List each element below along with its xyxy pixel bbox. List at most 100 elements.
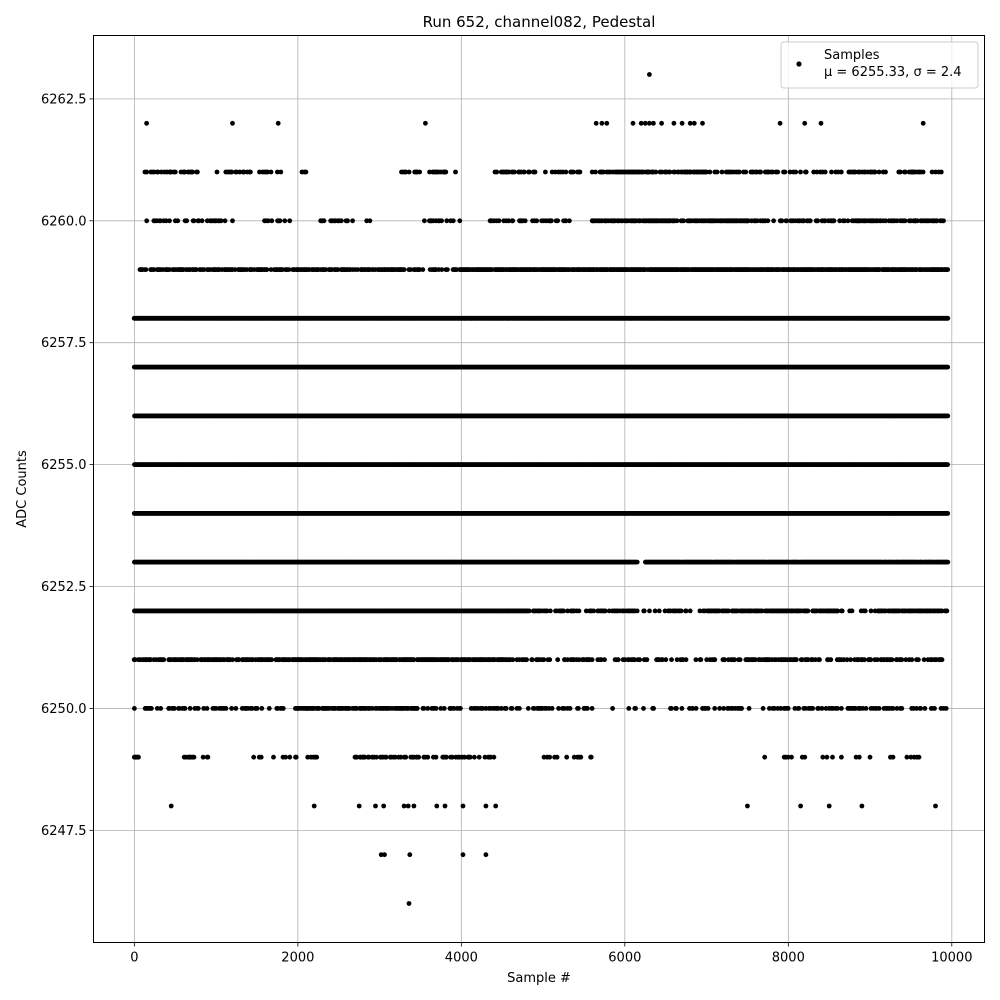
data-point (417, 169, 422, 175)
data-point (714, 169, 720, 175)
data-point (883, 169, 888, 175)
data-point (248, 169, 253, 175)
data-point (229, 169, 235, 175)
data-point (743, 169, 749, 175)
data-point (350, 218, 355, 224)
data-point (190, 169, 195, 175)
data-points (131, 72, 951, 906)
data-point (230, 218, 235, 224)
data-point (934, 218, 940, 224)
data-point (355, 267, 360, 272)
data-point (577, 169, 583, 175)
data-point (443, 169, 449, 175)
data-point (945, 315, 951, 321)
data-point (241, 169, 247, 175)
data-point (144, 218, 150, 224)
data-point (667, 169, 673, 175)
data-point (265, 218, 271, 224)
data-point (401, 267, 407, 272)
data-point (798, 169, 803, 175)
data-point (920, 169, 926, 175)
data-point (264, 267, 270, 272)
data-point (902, 218, 908, 224)
data-point (902, 169, 908, 175)
data-point (439, 267, 445, 272)
data-point (779, 218, 785, 224)
data-point (876, 169, 882, 175)
data-point (199, 218, 205, 224)
data-point (681, 218, 687, 224)
data-point (736, 169, 742, 175)
data-point (155, 169, 161, 175)
data-point (674, 218, 680, 224)
data-point (570, 169, 576, 175)
data-point (191, 218, 197, 224)
data-point (815, 218, 821, 224)
data-point (345, 218, 350, 224)
data-point (420, 267, 426, 272)
data-point (945, 267, 951, 272)
data-point (601, 169, 606, 175)
data-point (494, 169, 500, 175)
data-point (287, 218, 293, 224)
data-point (837, 218, 843, 224)
data-point (653, 169, 659, 175)
data-point (303, 169, 309, 175)
data-point (175, 218, 181, 224)
data-point (787, 169, 793, 175)
data-point (237, 169, 243, 175)
data-point (282, 218, 288, 224)
data-point (567, 218, 572, 224)
data-point (897, 169, 903, 175)
data-point (222, 218, 228, 224)
data-point (201, 267, 207, 272)
data-point (143, 267, 149, 272)
data-point (450, 218, 456, 224)
data-point (408, 267, 414, 272)
data-point (589, 169, 595, 175)
data-point (445, 267, 450, 272)
data-point (277, 218, 283, 224)
data-point (945, 413, 951, 419)
data-point (945, 364, 951, 370)
data-point (522, 218, 528, 224)
data-point (321, 218, 327, 224)
data-point (439, 218, 444, 224)
data-point (534, 218, 540, 224)
data-point (842, 218, 847, 224)
data-point (286, 267, 292, 272)
data-point (771, 218, 776, 224)
data-point (194, 267, 199, 272)
data-point (719, 169, 725, 175)
data-point (793, 169, 799, 175)
data-point (269, 218, 275, 224)
data-point (265, 169, 270, 175)
data-point (707, 169, 713, 175)
data-point (532, 169, 538, 175)
data-point (563, 218, 569, 224)
data-point (775, 169, 781, 175)
data-point (872, 169, 878, 175)
data-point (510, 218, 516, 224)
data-point (814, 169, 820, 175)
data-point (422, 218, 427, 224)
data-point (163, 218, 169, 224)
data-point (496, 218, 502, 224)
data-point (829, 169, 834, 175)
data-point (278, 169, 284, 175)
data-point (803, 169, 809, 175)
data-point (218, 218, 224, 224)
data-point (526, 169, 532, 175)
data-point (172, 169, 178, 175)
data-point (167, 218, 172, 224)
data-point (758, 169, 763, 175)
data-point (845, 218, 851, 224)
data-point (184, 218, 190, 224)
data-point (704, 169, 709, 175)
data-point (268, 169, 274, 175)
data-point (563, 169, 569, 175)
data-point (555, 218, 561, 224)
data-point (929, 169, 935, 175)
data-point (214, 169, 220, 175)
data-point (894, 218, 900, 224)
